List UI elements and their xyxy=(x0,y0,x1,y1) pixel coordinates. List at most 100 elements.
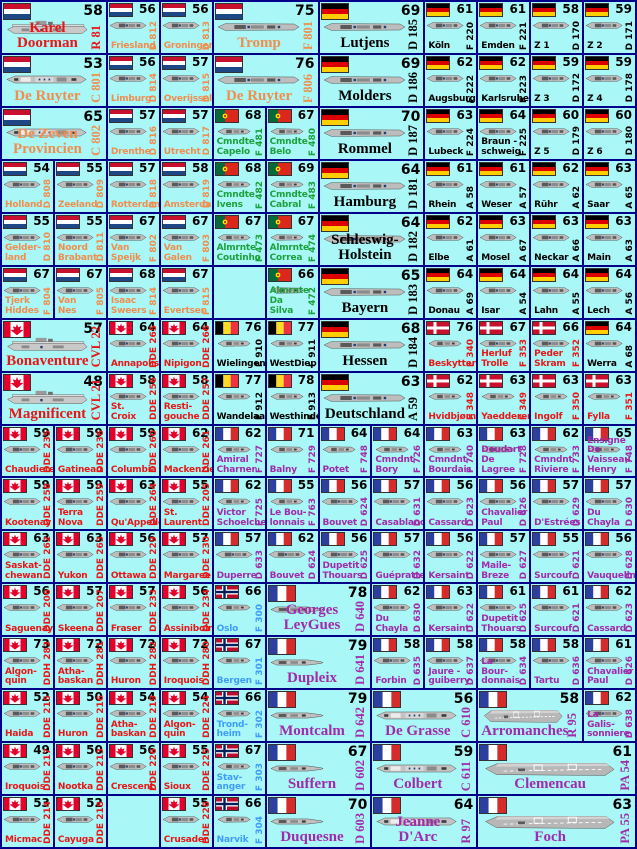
ship-cell-algon-quin[interactable]: 54 DDE 224 Algon- quin xyxy=(160,690,212,742)
ship-cell-de-ruyter[interactable]: 76 F 806 De Ruyter xyxy=(213,54,318,106)
ship-cell-iroquois[interactable]: 49 DDE 217 Iroquois xyxy=(2,743,53,795)
ship-cell-micmac[interactable]: 53 DDE 214 Micmac xyxy=(2,796,53,847)
ship-cell-hessen[interactable]: 68 D 184 Hessen xyxy=(319,319,424,371)
ship-cell-hvidbj-rnen[interactable]: 62 F 348Hvidbjørnen xyxy=(425,372,477,424)
ship-cell-yaedderen[interactable]: 63 F 349 Yaedderen xyxy=(478,372,530,424)
ship-cell-oslo[interactable]: 66 F 300 Oslo xyxy=(213,584,265,636)
ship-cell-drenthe[interactable]: 57 D 816 Drenthe xyxy=(107,107,159,159)
ship-cell-almrnte-correa[interactable]: 67 F 474 Almrnte Correa xyxy=(266,213,318,265)
ship-cell-almrnte-coutinho[interactable]: 67 F 473 Almrnte Coutinho xyxy=(213,213,265,265)
ship-cell-huron[interactable]: 50 DDE 216 Huron xyxy=(54,690,106,742)
ship-cell-rhein[interactable]: 61 A 58 Rhein xyxy=(425,160,477,212)
ship-cell-elbe[interactable]: 62 A 61 Elbe xyxy=(425,213,477,265)
ship-cell-chavalier-paul[interactable]: 61 D 626 Chavalier Paul xyxy=(584,637,635,689)
ship-cell-stav-anger[interactable]: 67 F 303 Stav- anger xyxy=(213,743,265,795)
ship-cell-kersaint[interactable]: 63 D 622 Kersaint xyxy=(425,584,477,636)
ship-cell-narvik[interactable]: 66 F 304 Narvik xyxy=(213,796,265,847)
ship-cell-bouvet[interactable]: 56 D 624 Bouvet xyxy=(319,478,371,530)
ship-cell-bouvet[interactable]: 62 D 624 Bouvet xyxy=(266,531,318,583)
ship-cell-wandelaar[interactable]: 77 F 912 Wandelaar xyxy=(213,372,265,424)
ship-cell-emden[interactable]: 61 F 221 Emden xyxy=(478,2,530,53)
ship-cell-iroquois[interactable]: 72 DDH 280 Iroquois xyxy=(160,637,212,689)
ship-cell-rommel[interactable]: 70 D 187 Rommel xyxy=(319,107,424,159)
ship-cell-bayern[interactable]: 65 D 183 Bayern xyxy=(319,266,424,318)
ship-cell-dupetit-thouars[interactable]: 61 D 625 Dupetit Thouars xyxy=(478,584,530,636)
ship-cell-terra-nova[interactable]: 59 DDE 259 Terra Nova xyxy=(54,478,106,530)
ship-cell-lech[interactable]: 64 A 56 Lech xyxy=(584,266,635,318)
ship-cell-z-5[interactable]: 60 D 179 Z 5 xyxy=(531,107,583,159)
ship-cell-gelder-land[interactable]: 55 D 810 Gelder- land xyxy=(2,213,53,265)
ship-cell-casablanca[interactable]: 57 D 631Casablanca xyxy=(372,478,424,530)
ship-cell-cmndnt-riviere[interactable]: 62 F 733 Cmndnt Riviere xyxy=(531,425,583,477)
ship-cell-haida[interactable]: 52 DDE 215 Haida xyxy=(2,690,53,742)
ship-cell-hamburg[interactable]: 64 D 181 Hamburg xyxy=(319,160,424,212)
ship-cell-limburg[interactable]: 56 D 814 Limburg xyxy=(107,54,159,106)
ship-cell-cmndnt-bourdais[interactable]: 63 F 740 Cmndnt Bourdais xyxy=(425,425,477,477)
ship-cell-du-chayla[interactable]: 62 D 630 Du Chayla xyxy=(372,584,424,636)
ship-cell-trond-heim[interactable]: 66 F 302 Trond- heim xyxy=(213,690,265,742)
ship-cell-chaudiere[interactable]: 59 DDE 235 Chaudiere xyxy=(2,425,53,477)
ship-cell-lubeck[interactable]: 63 F 224 Lubeck xyxy=(425,107,477,159)
ship-cell-kersaint[interactable]: 56 D 622 Kersaint xyxy=(425,531,477,583)
ship-cell-van-nes[interactable]: 67 F 805 Van Nes xyxy=(54,266,106,318)
ship-cell-d-estr-es[interactable]: 57 D 629 D'Estrées xyxy=(531,478,583,530)
ship-cell-ensigne-de-vaisseau-henry[interactable]: 65 F 748 Ensigne De Vaisseau Henry xyxy=(584,425,635,477)
ship-cell-assiniboine[interactable]: 56 DDE 234Assiniboine xyxy=(160,584,212,636)
ship-cell-atha-baskan[interactable]: 54 DDE 219 Atha- baskan xyxy=(107,690,159,742)
ship-cell-de-grasse[interactable]: 56 C 610 De Grasse xyxy=(372,690,477,742)
ship-cell-cayuga[interactable]: 52 DDE 218 Cayuga xyxy=(54,796,106,847)
ship-cell-de-zeven-provincien[interactable]: 65 C 802 De Zeven Provincien xyxy=(2,107,106,159)
ship-cell-de-ruyter[interactable]: 53 C 801 De Ruyter xyxy=(2,54,106,106)
ship-cell-balny[interactable]: 71 F 729 Balny xyxy=(266,425,318,477)
ship-cell-forbin[interactable]: 58 D 635 Forbin xyxy=(372,637,424,689)
ship-cell-tjerk-hiddes[interactable]: 67 F 804 Tjerk Hiddes xyxy=(2,266,53,318)
ship-cell-nipigon[interactable]: 64 DDE 266 Nipigon xyxy=(160,319,212,371)
ship-cell-ottawa[interactable]: 56 DDE 229 Ottawa xyxy=(107,531,159,583)
ship-cell-z-4[interactable]: 59 D 178 Z 4 xyxy=(584,54,635,106)
ship-cell-z-2[interactable]: 59 D 171 Z 2 xyxy=(584,2,635,53)
ship-cell-fylla[interactable]: 63 F 351 Fylla xyxy=(584,372,635,424)
ship-cell-wielingen[interactable]: 76 F 910 Wielingen xyxy=(213,319,265,371)
ship-cell-holland[interactable]: 54 D 808 Holland xyxy=(2,160,53,212)
ship-cell-cassard[interactable]: 56 D 623 Cassard xyxy=(425,478,477,530)
ship-cell-westdiep[interactable]: 77 F 911 WestDiep xyxy=(266,319,318,371)
ship-cell-saguenay[interactable]: 56 DDE 206 Saguenay xyxy=(2,584,53,636)
ship-cell-cmndnt-bory[interactable]: 64 F 726 Cmndnt Bory xyxy=(372,425,424,477)
ship-cell-gatineau[interactable]: 59 DDE 236 Gatineau xyxy=(54,425,106,477)
ship-cell-mosel[interactable]: 63 A 67 Mosel xyxy=(478,213,530,265)
ship-cell-amiral-charner[interactable]: 62 F 727 Amiral Charner xyxy=(213,425,265,477)
ship-cell-atha-baskan[interactable]: 72 DDH 281 Atha- baskan xyxy=(54,637,106,689)
ship-cell-gu-pratte[interactable]: 57 D 632 Guépratte xyxy=(372,531,424,583)
ship-cell-columbia[interactable]: 59 DDE 260 Columbia xyxy=(107,425,159,477)
ship-cell-bonaventure[interactable]: 57 CVL 22 Bonaventure xyxy=(2,319,106,371)
ship-cell-clemencau[interactable]: 61 PA 54 Clemencau xyxy=(478,743,635,795)
ship-cell-weser[interactable]: 61 A 57 Weser xyxy=(478,160,530,212)
ship-cell-karlsruhe[interactable]: 62 F 223 Karlsruhe xyxy=(478,54,530,106)
ship-cell-beskytteren[interactable]: 76 F 340Beskytteren xyxy=(425,319,477,371)
ship-cell-noord-brabant[interactable]: 55 D 811 Noord Brabant xyxy=(54,213,106,265)
ship-cell-vauquelin[interactable]: 56 D 628 Vauquelin xyxy=(584,531,635,583)
ship-cell-main[interactable]: 63 A 63 Main xyxy=(584,213,635,265)
ship-cell-jeanne-d-arc[interactable]: 64 R 97 Jeanne D'Arc xyxy=(372,796,477,847)
ship-cell-donau[interactable]: 64 A 69 Donau xyxy=(425,266,477,318)
ship-cell-yukon[interactable]: 63 DDE 263 Yukon xyxy=(54,531,106,583)
ship-cell-isar[interactable]: 64 A 54 Isar xyxy=(478,266,530,318)
ship-cell-overijssel[interactable]: 57 D 815 Overijssel xyxy=(160,54,212,106)
ship-cell-werra[interactable]: 64 A 68 Werra xyxy=(584,319,635,371)
ship-cell-bergen[interactable]: 67 F 301 Bergen xyxy=(213,637,265,689)
ship-cell-ingolf[interactable]: 63 F 350 Ingolf xyxy=(531,372,583,424)
ship-cell-schleswig-holstein[interactable]: 64 D 182 Schleswig- Holstein xyxy=(319,213,424,265)
ship-cell-chavalier-paul[interactable]: 56 D 626 Chavalier Paul xyxy=(478,478,530,530)
ship-cell-z-6[interactable]: 60 D 180 Z 6 xyxy=(584,107,635,159)
ship-cell-mackenzie[interactable]: 62 DDE 261 Mackenzie xyxy=(160,425,212,477)
ship-cell-lutjens[interactable]: 69 D 185 Lutjens xyxy=(319,2,424,53)
ship-cell-van-galen[interactable]: 67 F 803 Van Galen xyxy=(160,213,212,265)
ship-cell-skeena[interactable]: 57 DDE 207 Skeena xyxy=(54,584,106,636)
ship-cell-maile-breze[interactable]: 57 D 627 Maile- Breze xyxy=(478,531,530,583)
ship-cell-z-3[interactable]: 59 D 172 Z 3 xyxy=(531,54,583,106)
ship-cell-zeeland[interactable]: 55 D 809 Zeeland xyxy=(54,160,106,212)
ship-cell-k-ln[interactable]: 61 F 220 Köln xyxy=(425,2,477,53)
ship-cell-st-laurent[interactable]: 55 DDE 205 St. Laurent xyxy=(160,478,212,530)
ship-cell-duquesne[interactable]: 70 D 603 Duquesne xyxy=(266,796,371,847)
ship-cell-huron[interactable]: 72 DDH 282 Huron xyxy=(107,637,159,689)
